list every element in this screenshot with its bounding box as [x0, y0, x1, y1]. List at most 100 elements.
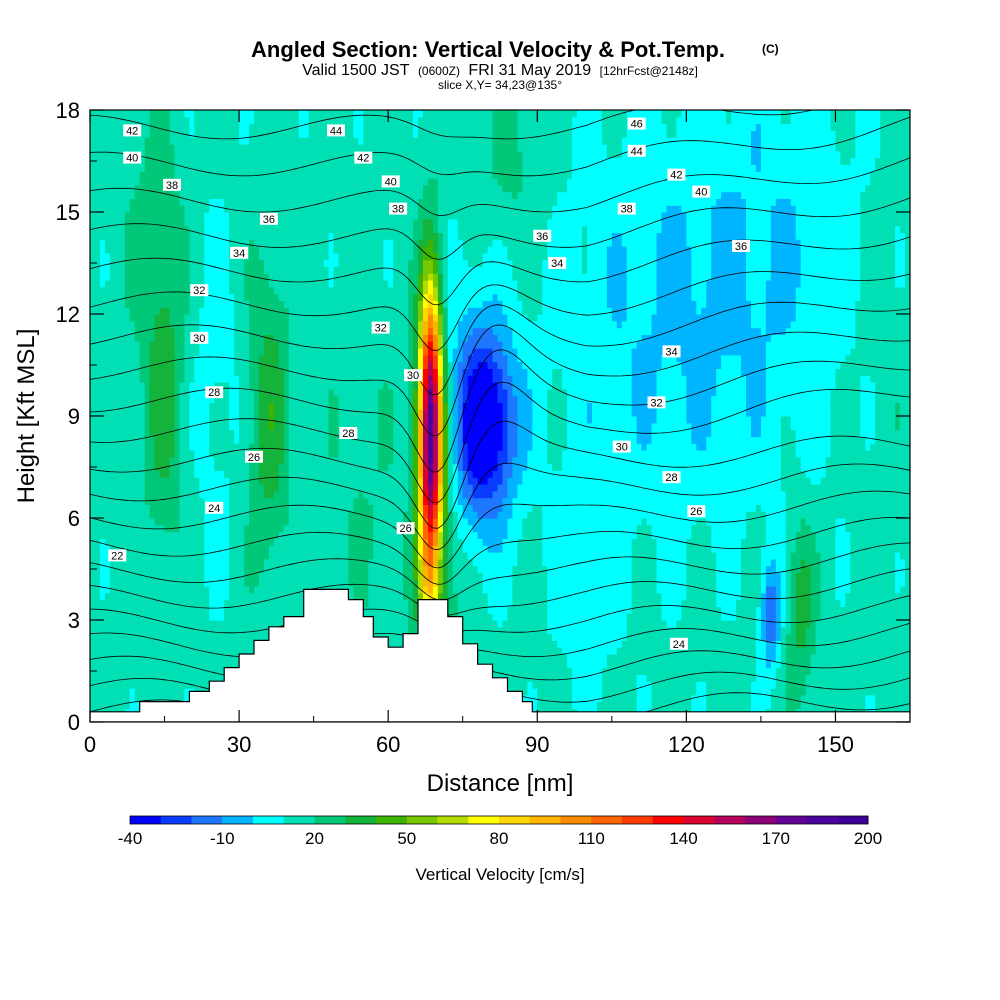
velocity-cell	[482, 518, 489, 526]
velocity-cell	[631, 538, 638, 546]
velocity-cell	[114, 674, 121, 682]
velocity-cell	[104, 647, 111, 655]
velocity-cell	[557, 572, 563, 580]
velocity-cell	[606, 681, 613, 689]
velocity-cell	[765, 667, 772, 675]
velocity-cell	[144, 660, 151, 669]
velocity-cell	[413, 538, 419, 546]
velocity-cell	[641, 613, 648, 621]
velocity-cell	[507, 599, 514, 607]
velocity-cell	[731, 633, 737, 641]
velocity-cell	[860, 681, 866, 689]
velocity-cell	[258, 599, 265, 607]
velocity-cell	[671, 688, 678, 696]
velocity-cell	[582, 681, 588, 689]
velocity-cell	[656, 572, 663, 580]
velocity-cell	[790, 606, 797, 614]
velocity-cell	[795, 572, 802, 580]
velocity-cell	[457, 538, 464, 546]
velocity-cell	[388, 558, 394, 567]
velocity-cell	[586, 538, 593, 546]
velocity-cell	[129, 511, 136, 519]
velocity-cell	[254, 545, 260, 553]
velocity-cell	[254, 633, 260, 641]
velocity-cell	[880, 613, 886, 621]
velocity-cell	[373, 565, 379, 573]
velocity-cell	[388, 626, 394, 635]
velocity-cell	[840, 524, 846, 533]
velocity-cell	[204, 626, 210, 635]
velocity-cell	[169, 592, 176, 601]
velocity-cell	[149, 552, 156, 560]
velocity-cell	[785, 518, 792, 526]
velocity-cell	[770, 565, 777, 573]
velocity-cell	[492, 565, 499, 573]
velocity-cell	[785, 565, 792, 573]
velocity-cell	[209, 552, 215, 560]
velocity-cell	[214, 518, 220, 526]
velocity-cell	[572, 701, 578, 709]
velocity-cell	[696, 552, 702, 560]
velocity-cell	[552, 579, 558, 587]
velocity-cell	[278, 606, 285, 614]
velocity-cell	[363, 599, 369, 607]
velocity-cell	[572, 572, 578, 580]
velocity-cell	[900, 565, 906, 573]
velocity-cell	[676, 620, 682, 628]
velocity-cell	[214, 613, 220, 621]
velocity-cell	[234, 524, 240, 533]
velocity-cell	[139, 681, 146, 689]
velocity-cell	[333, 572, 340, 580]
velocity-cell	[880, 633, 886, 641]
velocity-cell	[204, 654, 210, 662]
velocity-cell	[318, 538, 325, 546]
velocity-cell	[582, 606, 588, 614]
velocity-cell	[129, 674, 136, 682]
velocity-cell	[224, 660, 230, 669]
velocity-cell	[477, 572, 484, 580]
velocity-cell	[90, 538, 96, 546]
velocity-cell	[278, 524, 285, 533]
velocity-cell	[815, 667, 822, 675]
velocity-cell	[209, 626, 215, 635]
velocity-cell	[104, 524, 111, 533]
velocity-cell	[606, 565, 613, 573]
velocity-cell	[656, 586, 663, 594]
velocity-cell	[676, 538, 682, 546]
velocity-cell	[671, 654, 678, 662]
velocity-cell	[343, 579, 350, 587]
velocity-cell	[204, 599, 210, 607]
velocity-cell	[795, 633, 802, 641]
velocity-cell	[631, 599, 638, 607]
velocity-cell	[795, 531, 802, 539]
velocity-cell	[741, 620, 747, 628]
velocity-cell	[209, 606, 215, 614]
velocity-cell	[731, 620, 737, 628]
velocity-cell	[736, 518, 742, 526]
velocity-cell	[800, 613, 807, 621]
velocity-cell	[721, 538, 727, 546]
velocity-cell	[432, 558, 439, 567]
velocity-cell	[149, 654, 156, 662]
velocity-cell	[204, 565, 210, 573]
velocity-cell	[204, 620, 210, 628]
velocity-cell	[283, 518, 290, 526]
velocity-cell	[606, 640, 613, 648]
velocity-cell	[577, 586, 583, 594]
velocity-cell	[254, 524, 260, 533]
velocity-cell	[775, 572, 782, 580]
velocity-cell	[611, 681, 618, 689]
velocity-cell	[244, 586, 250, 594]
velocity-cell	[532, 660, 538, 669]
velocity-cell	[825, 620, 832, 628]
velocity-cell	[671, 599, 678, 607]
velocity-cell	[567, 688, 573, 696]
velocity-cell	[492, 572, 499, 580]
velocity-cell	[765, 545, 772, 553]
velocity-cell	[517, 599, 523, 607]
velocity-cell	[467, 565, 474, 573]
velocity-cell	[174, 613, 181, 621]
velocity-cell	[681, 667, 687, 675]
velocity-cell	[885, 613, 891, 621]
velocity-cell	[820, 681, 827, 689]
